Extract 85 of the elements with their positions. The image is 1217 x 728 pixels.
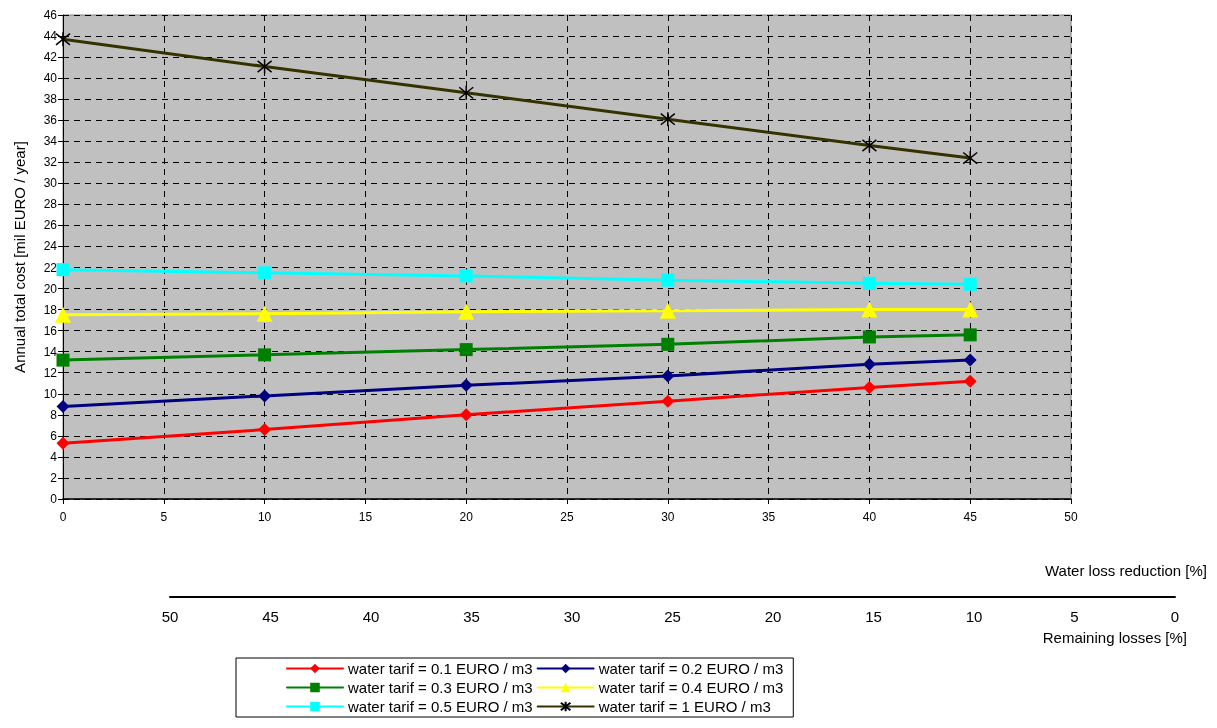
y-tick-label: 12 (43, 365, 58, 380)
x-tick-label: 30 (661, 510, 675, 524)
point (661, 273, 675, 287)
y-tick-label: 26 (43, 218, 58, 233)
x-tick-label: 50 (1064, 510, 1078, 524)
x-tick-label: 5 (160, 510, 168, 524)
point (55, 306, 71, 323)
x-tick-label: 20 (459, 510, 474, 524)
y-axis-title: Annual total cost [mil EURO / year] (11, 141, 28, 373)
point (963, 374, 977, 388)
point (258, 423, 272, 437)
point (258, 389, 272, 403)
point (258, 266, 272, 280)
point (56, 399, 70, 413)
point (661, 369, 675, 383)
x-tick-label: 10 (257, 510, 272, 524)
y-tick-label: 36 (43, 113, 58, 128)
x2-tick-label: 10 (965, 608, 983, 625)
legend-label: water tarif = 0.3 EURO / m3 (347, 679, 533, 696)
y-tick-label: 10 (43, 386, 58, 401)
x-tick-label: 40 (862, 510, 877, 524)
y-tick-label: 16 (43, 323, 58, 338)
point (256, 305, 273, 322)
y-tick-label: 4 (50, 449, 58, 464)
point (861, 301, 878, 318)
point (862, 330, 876, 344)
y-tick-label: 40 (43, 71, 58, 86)
y-tick-label: 22 (43, 260, 58, 275)
x-tick-label: 0 (59, 510, 67, 524)
x2-axis-title: Remaining losses [%] (1042, 629, 1187, 646)
point (659, 302, 676, 319)
x2-tick-label: 40 (362, 608, 380, 625)
point (459, 269, 473, 283)
x2-tick-label: 0 (1170, 608, 1180, 625)
x-axis-title: Water loss reduction [%] (1044, 562, 1207, 579)
y-tick-label: 6 (50, 428, 58, 443)
y-tick-label: 44 (43, 29, 58, 44)
y-tick-label: 28 (43, 197, 58, 212)
point (459, 408, 473, 422)
x2-tick-label: 45 (262, 608, 279, 625)
y-tick-label: 14 (43, 344, 58, 359)
y-tick-label: 24 (43, 239, 58, 254)
point (56, 436, 70, 450)
x-tick-label: 45 (963, 510, 978, 524)
x2-tick-label: 50 (161, 608, 179, 625)
point (862, 276, 876, 290)
legend-label: water tarif = 0.1 EURO / m3 (347, 660, 533, 677)
point (458, 303, 475, 320)
point (963, 328, 977, 342)
y-tick-label: 34 (43, 134, 58, 149)
x2-tick-label: 25 (664, 608, 681, 625)
point (963, 353, 977, 367)
y-tick-label: 18 (43, 302, 58, 317)
y-tick-label: 20 (43, 281, 58, 296)
point (963, 277, 977, 291)
y-tick-label: 38 (43, 92, 58, 107)
y-tick-label: 2 (50, 470, 58, 485)
point (661, 394, 675, 408)
x-tick-label: 25 (560, 510, 574, 524)
legend-label: water tarif = 0.2 EURO / m3 (597, 660, 784, 677)
x2-tick-label: 20 (764, 608, 782, 625)
point (661, 337, 675, 351)
x2-tick-label: 5 (1070, 608, 1079, 625)
point (56, 263, 70, 277)
legend-label: water tarif = 0.5 EURO / m3 (347, 698, 533, 715)
x2-tick-label: 30 (563, 608, 581, 625)
x-tick-label: 15 (358, 510, 373, 524)
y-tick-label: 0 (50, 492, 58, 506)
point (862, 380, 876, 394)
y-tick-label: 46 (43, 8, 58, 22)
point (459, 343, 473, 357)
point (459, 378, 473, 392)
legend-label: water tarif = 1 EURO / m3 (597, 698, 771, 715)
x2-tick-label: 35 (463, 608, 480, 625)
point (862, 357, 876, 371)
point (56, 353, 70, 367)
y-tick-label: 42 (43, 50, 58, 65)
x2-tick-label: 15 (865, 608, 882, 625)
legend-label: water tarif = 0.4 EURO / m3 (597, 679, 784, 696)
point (962, 301, 979, 318)
y-tick-label: 32 (43, 155, 58, 170)
y-tick-label: 30 (43, 176, 58, 191)
point (258, 348, 272, 362)
y-tick-label: 8 (50, 407, 58, 422)
x-tick-label: 35 (761, 510, 776, 524)
